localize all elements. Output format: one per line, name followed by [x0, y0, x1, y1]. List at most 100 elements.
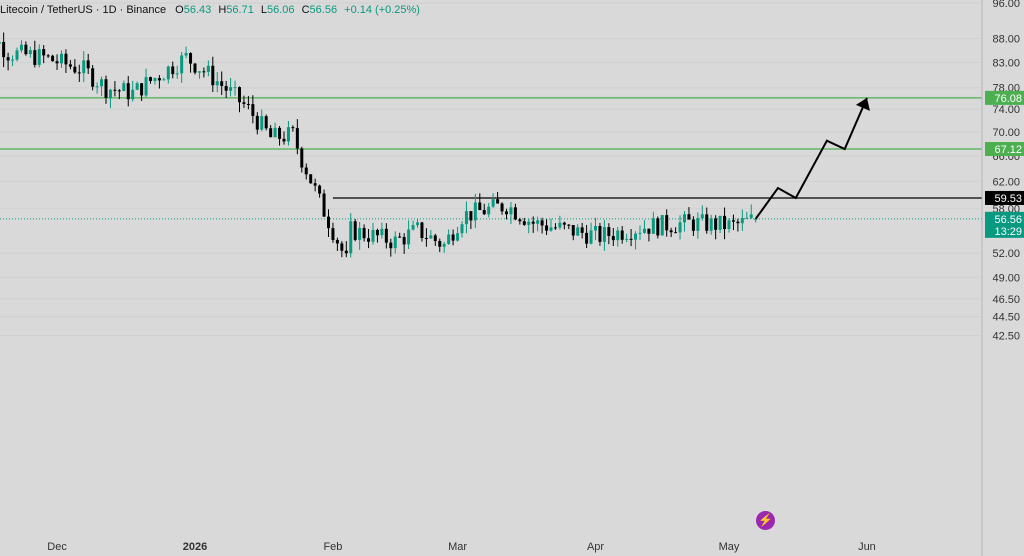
- candle-body: [473, 202, 477, 221]
- candle-body: [255, 115, 259, 130]
- candle-body: [131, 89, 135, 100]
- candle-body: [358, 227, 362, 240]
- candle-body: [740, 217, 744, 224]
- candle-body: [349, 221, 353, 254]
- candle-body: [28, 50, 32, 55]
- candle-body: [117, 90, 121, 92]
- candle-body: [545, 225, 549, 231]
- candle-body: [264, 116, 268, 129]
- price-tick-label: 83.00: [992, 57, 1020, 69]
- symbol-title[interactable]: Litecoin / TetherUS · 1D · Binance: [0, 4, 167, 16]
- time-tick-label: Jun: [858, 541, 876, 553]
- candle-body: [229, 87, 233, 91]
- price-tick-label: 62.00: [992, 176, 1020, 188]
- candle-body: [344, 250, 348, 254]
- time-tick-label: May: [719, 541, 740, 553]
- candle-body: [438, 241, 442, 247]
- candle-body: [398, 236, 402, 238]
- candle-body: [327, 216, 330, 229]
- candle-body: [19, 44, 23, 51]
- candle-body: [64, 53, 68, 65]
- candle-body: [669, 230, 673, 233]
- candle-body: [51, 55, 55, 62]
- candle-body: [313, 183, 317, 186]
- candle-body: [371, 229, 375, 242]
- candle-body: [522, 221, 526, 225]
- candle-body: [505, 211, 508, 215]
- price-tick-label: 74.00: [992, 104, 1020, 116]
- candle-body: [224, 85, 228, 91]
- symbol-legend: Litecoin / TetherUS · 1D · Binance O56.4…: [0, 4, 424, 16]
- candle-body: [749, 214, 753, 218]
- candle-body: [149, 77, 152, 81]
- candle-body: [353, 221, 357, 240]
- projection-path[interactable]: [754, 97, 868, 220]
- candle-body: [723, 215, 727, 230]
- candle-body: [407, 229, 411, 245]
- flash-icon[interactable]: ⚡: [756, 511, 775, 530]
- price-tick-label: 46.50: [992, 294, 1020, 306]
- candle-body: [625, 238, 629, 240]
- time-tick-label: Feb: [323, 541, 342, 553]
- candle-body: [286, 127, 290, 142]
- candle-body: [500, 203, 504, 212]
- candle-body: [220, 81, 224, 86]
- open-value: 56.43: [183, 4, 212, 16]
- candle-body: [513, 207, 517, 220]
- candle-body: [389, 242, 393, 249]
- candle-body: [37, 49, 41, 65]
- candle-body: [442, 243, 446, 247]
- last-price-text: 56.56: [994, 214, 1022, 226]
- horizontal-levels[interactable]: [0, 97, 982, 199]
- candle-body: [447, 234, 451, 244]
- candle-body: [197, 71, 201, 73]
- candle-body: [718, 215, 722, 230]
- candle-body: [282, 138, 286, 142]
- candle-body: [42, 49, 46, 56]
- level-price-text: 67.12: [994, 144, 1022, 156]
- projection-arrowhead: [855, 97, 870, 111]
- time-axis[interactable]: Dec 2026 Feb Mar Apr May Jun: [47, 541, 876, 553]
- candle-body: [589, 230, 593, 244]
- candle-body: [629, 238, 633, 240]
- candle-body: [260, 116, 264, 130]
- candle-body: [211, 65, 215, 86]
- candle-body: [331, 228, 335, 240]
- level-price-text: 76.08: [994, 93, 1022, 105]
- candle-body: [567, 224, 571, 226]
- price-tick-label: 88.00: [992, 34, 1020, 46]
- candle-body: [144, 77, 148, 96]
- candle-body: [100, 79, 104, 87]
- candle-body: [754, 218, 758, 220]
- candle-body: [91, 68, 95, 87]
- candle-body: [647, 228, 651, 234]
- candle-body: [175, 73, 179, 75]
- candle-body: [714, 218, 718, 230]
- candle-body: [598, 225, 602, 242]
- candle-body: [153, 78, 157, 81]
- candle-body: [393, 236, 397, 249]
- candle-body: [607, 227, 611, 237]
- candle-body: [705, 214, 709, 231]
- candle-body: [318, 185, 322, 194]
- candle-body: [540, 220, 544, 226]
- candle-body: [122, 83, 126, 91]
- candle-body: [380, 228, 384, 236]
- candle-body: [126, 83, 130, 100]
- candle-body: [60, 53, 63, 64]
- candle-body: [727, 220, 731, 230]
- candle-body: [527, 221, 531, 225]
- candle-body: [33, 50, 37, 65]
- candle-body: [638, 232, 642, 234]
- candle-body: [46, 55, 50, 57]
- price-tick-label: 52.00: [992, 248, 1020, 260]
- level-price-tag: [985, 190, 1024, 205]
- last-price-tag: [985, 211, 1024, 238]
- candle-body: [482, 209, 486, 215]
- candle-body: [571, 225, 575, 236]
- close-label: C: [301, 4, 310, 16]
- price-tick-label: 42.50: [992, 330, 1020, 342]
